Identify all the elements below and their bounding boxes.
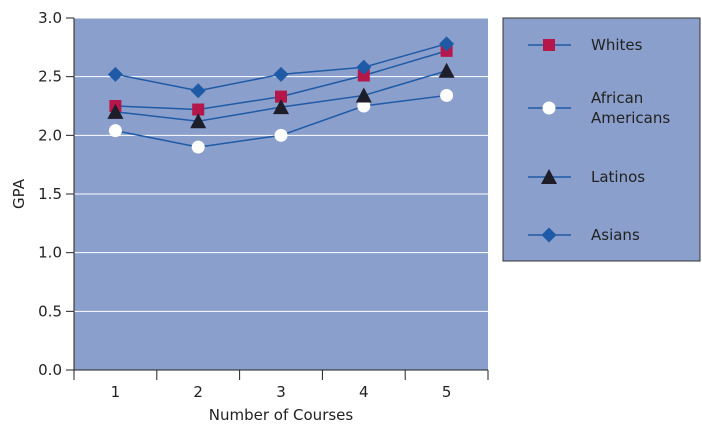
data-point [356,59,372,75]
data-point [440,88,454,102]
y-tick-label: 1.0 [38,244,62,262]
data-point [192,103,205,116]
y-tick-label: 0.0 [38,361,62,379]
data-point [355,87,372,103]
data-point [275,90,287,103]
legend-label: Latinos [591,168,645,186]
legend-marker [542,101,556,115]
x-tick-label: 2 [193,383,203,401]
data-point [190,83,206,99]
y-tick-labels: 0.0 0.5 1.0 1.5 2.0 2.5 3.0 [38,9,62,379]
y-tick-label: 2.0 [38,126,62,144]
legend-label: Whites [591,36,643,54]
legend-marker [541,227,557,243]
data-point [108,124,122,138]
legend-marker [541,169,557,184]
x-tick-label: 3 [276,383,286,401]
data-point [357,99,371,113]
x-axis-label: Number of Courses [209,406,354,424]
data-point [190,113,207,129]
legend-box [502,17,701,262]
data-point [273,99,289,115]
legend-label: African Americans [591,89,670,127]
data-point [357,69,370,82]
x-tick-labels: 1 2 3 4 5 [111,383,452,401]
legend-label: Asians [591,226,640,244]
data-point [107,66,123,82]
x-tick-label: 4 [359,383,369,401]
y-axis-label: GPA [10,178,28,209]
data-point [274,128,288,142]
y-tick-label: 3.0 [38,9,62,27]
series-lines [107,36,455,154]
x-tick-label: 1 [111,383,121,401]
legend-marker [543,39,555,51]
data-point [191,140,205,154]
data-point [107,103,124,119]
legend: Whites African Americans Latinos Asians [502,17,701,262]
y-tick-label: 2.5 [38,68,62,86]
data-point [439,36,455,52]
y-tick-label: 0.5 [38,302,62,320]
data-point [438,62,455,78]
axes [66,17,489,380]
x-tick-label: 5 [442,383,452,401]
y-tick-label: 1.5 [38,185,62,203]
data-point [273,66,289,82]
